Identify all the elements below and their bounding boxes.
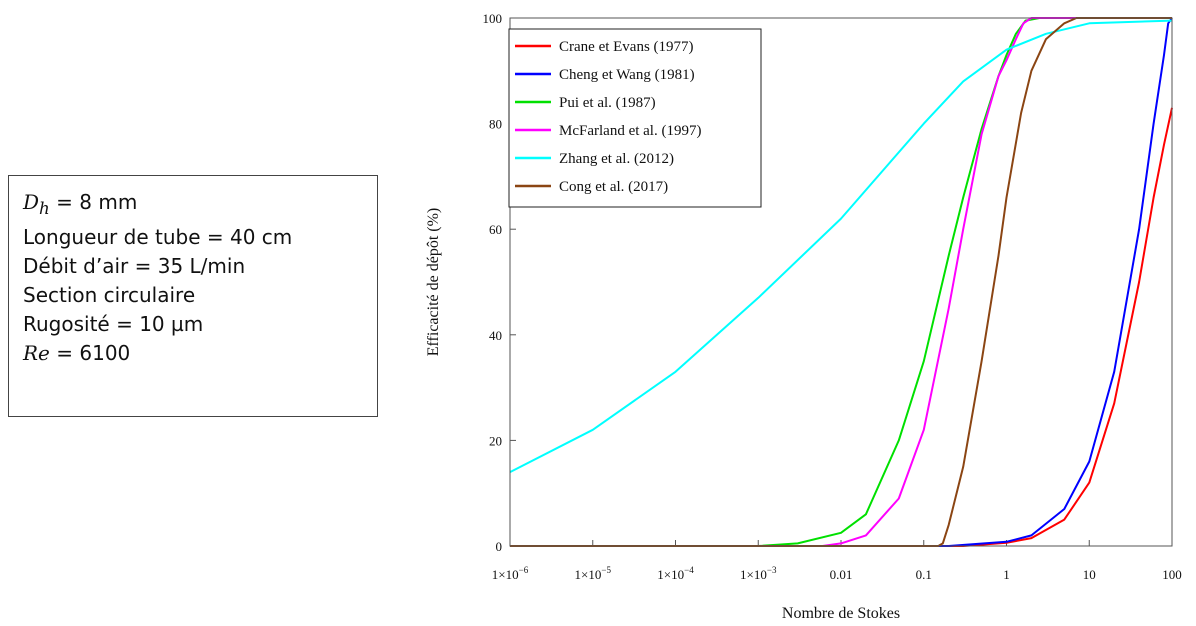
x-tick-label: 1×10−5 [575, 565, 612, 582]
y-tick-label: 60 [489, 222, 502, 237]
x-tick-exponent: −5 [601, 565, 611, 575]
series-line-5 [509, 19, 1173, 473]
legend-label: Zhang et al. (2012) [559, 151, 674, 167]
series-line-6 [510, 17, 1172, 547]
y-tick-label: 80 [489, 117, 502, 132]
legend-label: Cheng et Wang (1981) [559, 67, 695, 83]
series-line-4 [510, 17, 1172, 547]
param-symbol: Re [23, 341, 50, 365]
legend-label: Crane et Evans (1977) [559, 39, 694, 55]
x-tick-exponent: −3 [767, 565, 777, 575]
y-tick-label: 20 [489, 433, 502, 448]
param-reynolds: Re = 6100 [23, 339, 363, 368]
param-tube-length: Longueur de tube = 40 cm [23, 225, 293, 249]
x-tick-exponent: −4 [684, 565, 694, 575]
x-tick-label: 0.01 [830, 567, 853, 582]
plot-frame [509, 17, 1173, 547]
param-air-flow: Débit d’air = 35 L/min [23, 254, 246, 278]
x-tick-label: 10 [1083, 567, 1096, 582]
param-value: = 6100 [49, 341, 131, 365]
x-tick-label: 1 [1003, 567, 1010, 582]
param-subscript: h [39, 199, 50, 218]
series-line-1 [510, 107, 1173, 547]
x-axis-label: Nombre de Stokes [782, 605, 900, 622]
parameters-box: Dh = 8 mm Longueur de tube = 40 cm Débit… [8, 175, 378, 417]
param-symbol: D [23, 190, 40, 214]
series-lines [509, 17, 1173, 547]
ticks: 1×10−6 1×10−5 1×10−4 1×10−3 0.01 0.1 1 10 100 0 20… [483, 11, 1182, 582]
x-tick-label: 1×10−6 [492, 565, 529, 582]
y-tick-label: 40 [489, 328, 502, 343]
y-axis-label: Efficacité de dépôt (%) [425, 208, 442, 357]
param-roughness: Rugosité = 10 µm [23, 312, 204, 336]
x-tick-label: 1×10−4 [657, 565, 694, 582]
y-tick-label: 100 [483, 11, 503, 26]
legend-box [508, 28, 762, 208]
legend-label: McFarland et al. (1997) [559, 123, 701, 139]
legend: Crane et Evans (1977) Cheng et Wang (1981… [508, 28, 762, 208]
param-section: Section circulaire [23, 283, 196, 307]
x-tick-label: 1×10−3 [740, 565, 777, 582]
legend-label: Pui et al. (1987) [559, 95, 656, 111]
x-tick-label: 100 [1162, 567, 1182, 582]
x-tick-label: 0.1 [916, 567, 932, 582]
series-line-2 [510, 17, 1173, 547]
legend-label: Cong et al. (2017) [559, 179, 668, 195]
x-tick-exponent: −6 [519, 565, 529, 575]
y-tick-label: 0 [496, 539, 503, 554]
param-hydraulic-diameter: Dh = 8 mm [23, 188, 363, 223]
param-value: = 8 mm [49, 190, 138, 214]
